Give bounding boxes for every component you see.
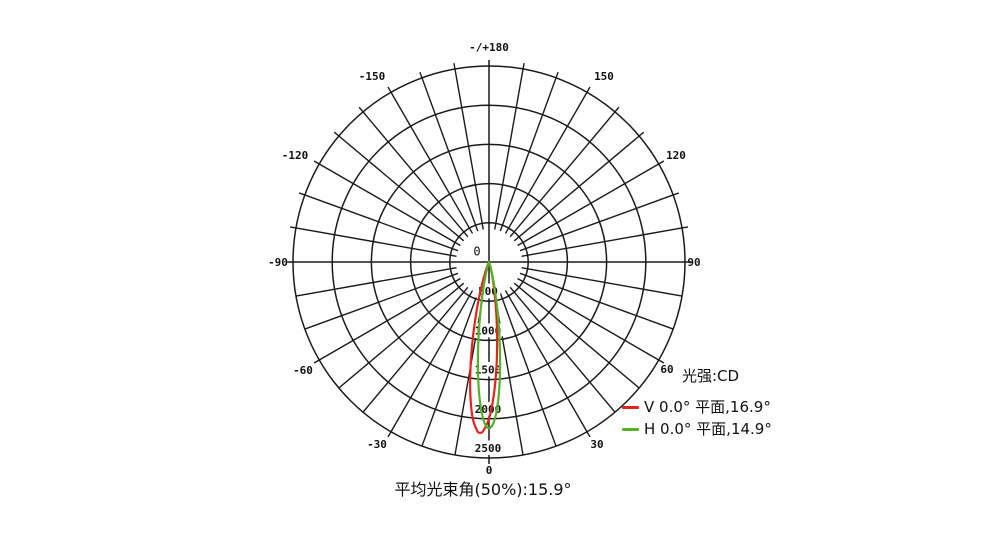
polar-grid-spoke <box>304 272 459 330</box>
polar-grid-spoke <box>421 292 479 447</box>
polar-grid-spoke <box>362 286 469 413</box>
polar-outer-tick <box>681 226 689 229</box>
polar-grid-spoke <box>494 68 524 230</box>
polar-grid-spoke <box>513 282 640 389</box>
polar-grid-spoke <box>504 290 588 433</box>
polar-outer-tick <box>638 131 645 137</box>
polar-outer-tick <box>313 359 320 364</box>
polar-outer-tick <box>289 226 297 229</box>
polar-grid-spoke <box>318 277 461 361</box>
radial-zero-label: 0 <box>473 245 480 259</box>
angle-label: 0 <box>486 464 493 477</box>
angle-label: -120 <box>282 149 309 162</box>
polar-grid-spoke <box>504 91 588 234</box>
polar-grid-spoke <box>295 227 457 257</box>
angle-label: 90 <box>687 256 700 269</box>
polar-grid-spoke <box>517 163 660 247</box>
angle-label: 30 <box>590 438 603 451</box>
polar-outer-tick <box>313 160 320 165</box>
polar-grid-spoke <box>499 77 557 232</box>
polar-outer-tick <box>672 192 680 196</box>
angle-label: 150 <box>594 70 614 83</box>
polar-grid-spoke <box>499 292 557 447</box>
polar-outer-tick <box>658 359 665 364</box>
polar-grid-spoke <box>509 111 616 238</box>
polar-outer-tick <box>453 62 456 70</box>
polar-outer-tick <box>333 131 340 137</box>
polar-outer-tick <box>419 71 423 79</box>
polar-grid-spoke <box>454 68 484 230</box>
polar-outer-tick <box>298 192 306 196</box>
polar-grid-spoke <box>295 267 457 297</box>
legend-label-v: V 0.0° 平面,16.9° <box>644 398 771 416</box>
polar-outer-tick <box>522 62 525 70</box>
beam-angle-caption: 平均光束角(50%):15.9° <box>394 480 572 499</box>
polar-grid-spoke <box>519 194 674 252</box>
angle-label: -90 <box>268 256 288 269</box>
angle-label: -30 <box>367 438 387 451</box>
legend-label-h: H 0.0° 平面,14.9° <box>644 420 772 438</box>
legend-swatch-v-icon <box>622 405 639 409</box>
polar-outer-tick <box>387 86 392 93</box>
polar-grid-spoke <box>390 290 474 433</box>
radial-label: 2500 <box>475 442 502 455</box>
polar-grid-spoke <box>513 135 640 242</box>
polar-grid-spoke <box>521 267 683 297</box>
angle-label: -/+180 <box>469 41 509 54</box>
polar-outer-tick <box>387 431 392 438</box>
polar-grid-spoke <box>338 135 465 242</box>
polar-outer-tick <box>555 71 559 79</box>
series-curve-h <box>476 260 502 430</box>
polar-outer-tick <box>658 160 665 165</box>
polar-grid-spoke <box>517 277 660 361</box>
angle-label: 120 <box>666 149 686 162</box>
angle-label: -60 <box>293 364 313 377</box>
polar-grid-spoke <box>304 194 459 252</box>
polar-grid-spoke <box>421 77 479 232</box>
polar-grid-spoke <box>521 227 683 257</box>
legend-item-v: V 0.0° 平面,16.9° <box>622 398 771 416</box>
polar-outer-tick <box>586 431 591 438</box>
polar-outer-tick <box>586 86 591 93</box>
polar-grid-spoke <box>390 91 474 234</box>
polar-outer-tick <box>358 106 364 113</box>
polar-grid-spoke <box>338 282 465 389</box>
angle-label: 60 <box>660 363 673 376</box>
polar-grid-spoke <box>519 272 674 330</box>
polar-grid-spoke <box>318 163 461 247</box>
polar-grid-spoke <box>509 286 616 413</box>
legend-item-h: H 0.0° 平面,14.9° <box>622 420 772 438</box>
legend-title: 光强:CD <box>682 367 740 385</box>
polar-outer-tick <box>614 106 620 113</box>
angle-label: -150 <box>359 70 386 83</box>
legend-swatch-h-icon <box>622 427 639 431</box>
polar-grid-spoke <box>362 111 469 238</box>
